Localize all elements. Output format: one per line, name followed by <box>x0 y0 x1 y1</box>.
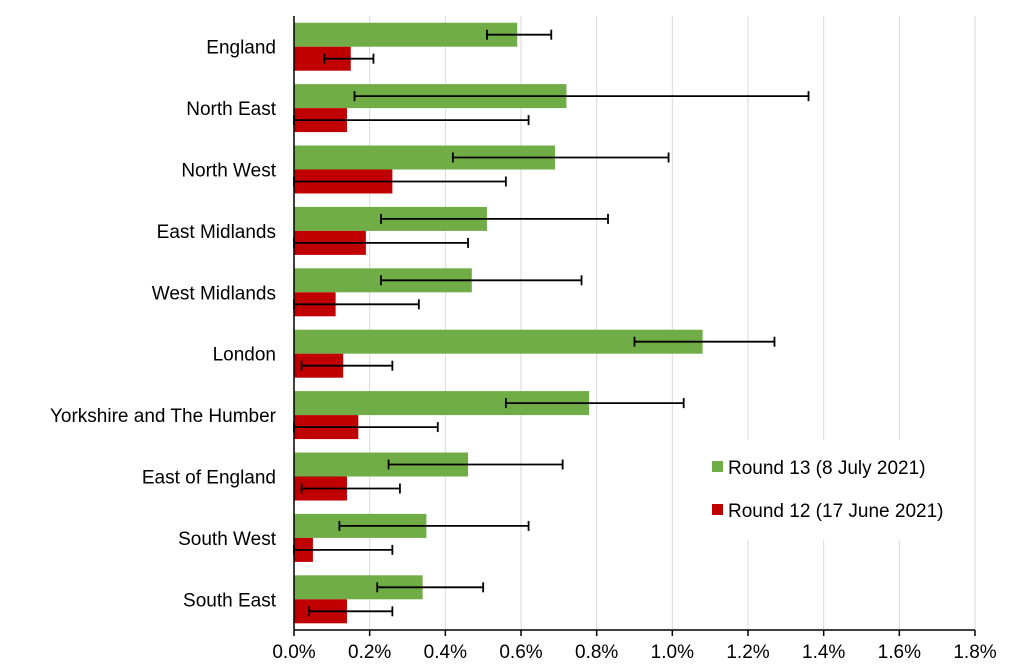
grid-lines <box>369 16 976 630</box>
category-label: North West <box>181 161 276 182</box>
category-label: East Midlands <box>157 222 276 243</box>
legend-label: Round 13 (8 July 2021) <box>728 458 926 479</box>
error-bars <box>293 29 810 617</box>
category-label: West Midlands <box>152 283 276 304</box>
legend-swatch <box>712 504 723 515</box>
x-tick-label: 0.4% <box>424 642 467 663</box>
legend-label: Round 12 (17 June 2021) <box>728 501 944 522</box>
x-tick-label: 1.6% <box>878 642 921 663</box>
x-tick-label: 1.0% <box>651 642 694 663</box>
category-label: East of England <box>142 468 276 489</box>
legend-background <box>700 440 970 540</box>
axes <box>293 16 976 636</box>
x-tick-label: 0.2% <box>348 642 391 663</box>
bar-round-12 <box>294 46 351 71</box>
category-label: London <box>213 345 276 366</box>
labels: 0.0% 0.2% 0.4% 0.6% 0.8% 1.0% 1.2% 1.4% 1.6% 1.8%… <box>50 38 997 663</box>
x-tick-label: 0.0% <box>272 642 315 663</box>
x-tick-label: 1.8% <box>953 642 996 663</box>
category-label: South West <box>178 529 277 550</box>
category-label: Yorkshire and The Humber <box>50 406 277 427</box>
legend: Round 13 (8 July 2021) Round 12 (17 June … <box>700 440 970 540</box>
category-label: North East <box>186 99 276 120</box>
legend-swatch <box>712 461 723 472</box>
x-tick-label: 1.4% <box>802 642 845 663</box>
category-label: England <box>206 38 276 59</box>
category-label: South East <box>183 590 277 611</box>
x-tick-label: 0.8% <box>575 642 618 663</box>
bars <box>294 22 703 624</box>
x-tick-label: 1.2% <box>726 642 769 663</box>
x-tick-label: 0.6% <box>499 642 542 663</box>
bar-round-13 <box>294 22 518 47</box>
